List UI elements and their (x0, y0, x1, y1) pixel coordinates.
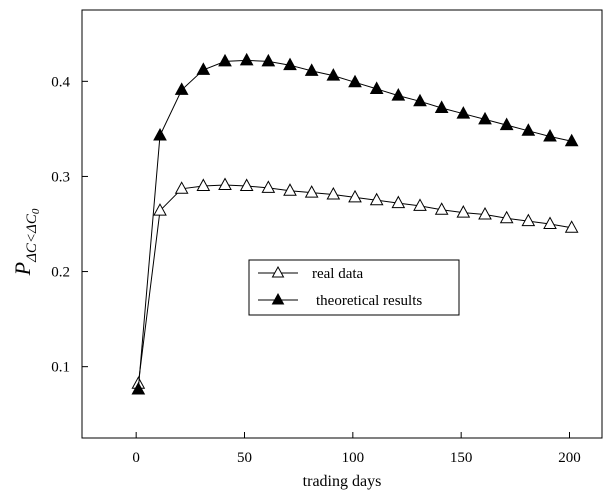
y-axis-title: PΔC<ΔC0 (10, 208, 42, 276)
series-0-point-13 (413, 198, 427, 211)
series-1-point-17 (499, 117, 514, 131)
series-0-point-14 (434, 202, 449, 215)
legend-label-real-data: real data (312, 266, 364, 282)
series-1-point-6 (261, 53, 276, 67)
svg-text:PΔC<ΔC0: PΔC<ΔC0 (10, 208, 42, 276)
series-1-point-16 (478, 111, 492, 125)
y-axis-title-subscript: ΔC<ΔC (24, 213, 40, 263)
series-1-point-20 (564, 133, 579, 147)
series-0-point-12 (391, 195, 406, 209)
y-tick-label-1: 0.2 (51, 265, 70, 281)
series-1-point-1 (153, 128, 167, 141)
series-1-point-12 (391, 88, 406, 101)
series-0-point-7 (283, 183, 297, 196)
legend-box (248, 259, 460, 316)
x-tick-label-100: 100 (342, 450, 365, 466)
series-1-point-14 (434, 100, 449, 113)
series-0-point-11 (369, 192, 384, 206)
series-1-point-9 (326, 68, 341, 81)
legend: real data theoretical results (248, 259, 460, 316)
legend-label-theoretical: theoretical results (316, 293, 422, 309)
series-0-point-8 (304, 185, 319, 198)
series-line-1 (137, 59, 572, 390)
ticks-layer: 0 50 100 150 200 0.1 0.2 0.3 0.4 (51, 74, 581, 466)
series-0-point-10 (348, 189, 362, 203)
series-1-point-10 (348, 74, 362, 88)
series-1-point-4 (218, 53, 232, 67)
x-axis-title: trading days (303, 473, 382, 490)
legend-marker-theoretical (271, 292, 285, 305)
series-0-point-5 (239, 178, 254, 191)
y-axis-title-subsubscript: 0 (30, 208, 42, 214)
series-0-point-17 (499, 210, 514, 224)
series-0-point-4 (218, 177, 232, 191)
series-0-point-2 (174, 181, 189, 194)
x-tick-label-200: 200 (558, 450, 581, 466)
series-1-point-13 (413, 93, 427, 107)
series-1-point-7 (283, 57, 297, 71)
x-tick-label-150: 150 (450, 450, 473, 466)
series-0-point-18 (521, 213, 536, 227)
y-tick-label-2: 0.3 (51, 169, 70, 185)
series-1-point-0 (131, 381, 146, 395)
plot-frame (81, 9, 603, 439)
series-layer (131, 52, 579, 395)
series-1-point-15 (456, 106, 471, 119)
series-0-point-20 (564, 220, 579, 233)
series-1-point-8 (304, 63, 319, 76)
series-0-point-3 (196, 178, 211, 191)
series-1-point-18 (521, 123, 536, 136)
series-1-point-19 (543, 128, 557, 142)
y-axis-title-main: P (10, 262, 35, 276)
series-0-point-1 (153, 203, 167, 216)
series-0-point-15 (456, 205, 471, 218)
series-1-point-11 (369, 81, 384, 94)
series-1-point-3 (196, 62, 211, 75)
series-0-point-9 (326, 186, 341, 200)
x-tick-label-50: 50 (237, 450, 252, 466)
series-0-point-16 (478, 206, 492, 220)
series-1-point-2 (174, 82, 189, 95)
y-tick-label-3: 0.4 (51, 74, 70, 90)
series-0-point-6 (261, 180, 276, 193)
y-tick-label-0: 0.1 (51, 360, 70, 376)
series-1-point-5 (239, 52, 254, 66)
x-tick-label-0: 0 (132, 450, 140, 466)
legend-marker-real-data (271, 265, 285, 278)
series-0-point-19 (543, 216, 557, 229)
